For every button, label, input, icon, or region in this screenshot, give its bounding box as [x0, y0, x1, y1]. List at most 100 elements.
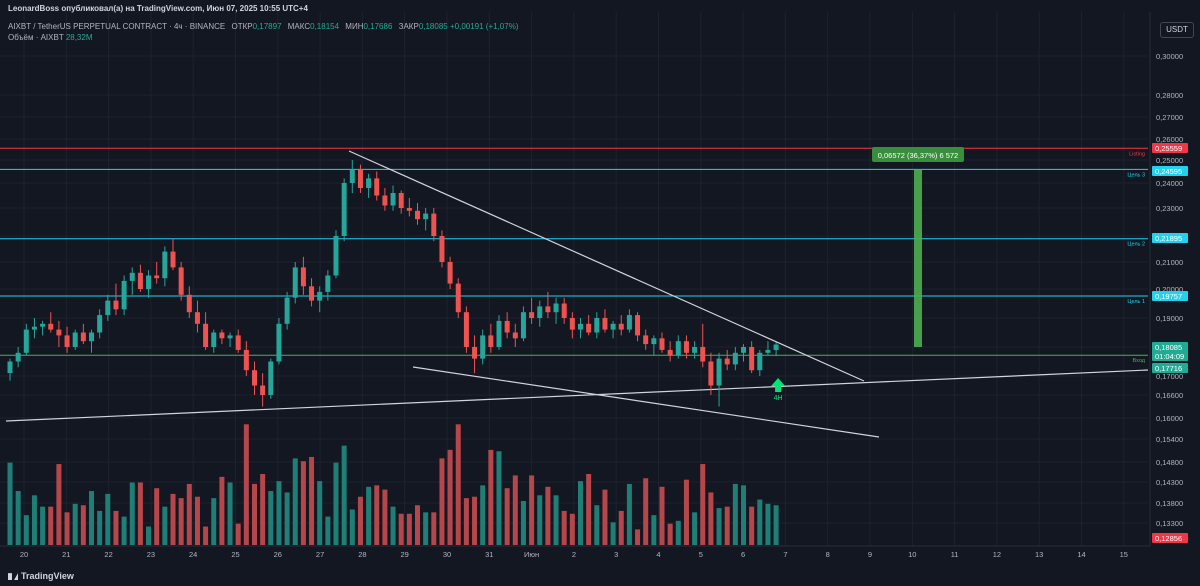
time-tick-label: 10: [908, 550, 916, 559]
volume-bar: [700, 464, 706, 545]
price-tick-label: 0,14300: [1156, 478, 1183, 487]
volume-label[interactable]: Объём · AIXBT: [8, 33, 64, 42]
volume-bar: [89, 491, 94, 545]
candle-body: [309, 286, 315, 301]
volume-bar: [626, 483, 632, 545]
candle-body: [260, 385, 266, 395]
volume-bar: [31, 495, 37, 545]
volume-bar: [40, 506, 46, 545]
candle-body: [553, 303, 559, 313]
volume-bar: [618, 510, 624, 545]
volume-bar: [382, 489, 388, 545]
price-chart[interactable]: Listing Цель 3 Цель 2 Цель 1 Вход 0,06572 (36…: [0, 0, 1200, 566]
time-tick-label: 25: [231, 550, 239, 559]
signal-label: 4H: [774, 395, 783, 402]
volume-bar: [643, 478, 649, 545]
price-tick-label: 0,24000: [1156, 179, 1183, 188]
time-tick-label: 2: [572, 550, 576, 559]
candle-body: [732, 352, 738, 365]
volume-bar: [545, 486, 551, 545]
candle-body: [154, 275, 160, 279]
candle-body: [618, 323, 624, 330]
candle-body: [431, 213, 437, 236]
volume-bar: [423, 512, 429, 545]
candle-body: [366, 178, 372, 188]
volume-bar: [23, 515, 29, 545]
trendline: [412, 366, 880, 438]
candle-body: [773, 344, 779, 350]
measure-bar: [914, 169, 922, 347]
symbol-legend: AIXBT / TetherUS PERPETUAL CONTRACT · 4ч…: [8, 22, 518, 31]
tradingview-logo[interactable]: TradingView: [8, 571, 74, 581]
volume-bar: [415, 505, 420, 545]
candle-body: [252, 370, 257, 386]
volume-bar: [48, 506, 54, 545]
volume-bar: [15, 491, 21, 545]
volume-bar: [708, 492, 714, 545]
trendline: [348, 150, 865, 382]
candle-body: [325, 275, 331, 292]
volume-bar: [243, 424, 249, 545]
candle-body: [683, 341, 689, 353]
symbol-name[interactable]: AIXBT / TetherUS PERPETUAL CONTRACT · 4ч…: [8, 22, 226, 31]
candle-body: [643, 335, 649, 345]
time-tick-label: 8: [826, 550, 830, 559]
price-tick-label: 0,28000: [1156, 91, 1183, 100]
candle-body: [284, 297, 290, 324]
volume-bar: [366, 486, 372, 545]
volume-bar: [170, 493, 176, 545]
volume-bar: [569, 513, 575, 545]
change-value: +0,00191 (+1,07%): [449, 22, 519, 31]
candle-body: [569, 318, 575, 330]
candle-body: [398, 193, 404, 208]
volume-bar: [7, 462, 13, 545]
candle-body: [455, 283, 461, 313]
candle-body: [439, 236, 445, 262]
volume-bar: [105, 493, 111, 545]
volume-bar: [227, 482, 233, 545]
candle-body: [504, 320, 510, 333]
volume-bar: [72, 503, 78, 545]
currency-button[interactable]: USDT: [1160, 22, 1194, 38]
candle-body: [390, 193, 396, 206]
volume-bar: [635, 529, 641, 545]
candle-body: [561, 303, 567, 318]
time-tick-label: 20: [20, 550, 28, 559]
candle-body: [211, 332, 217, 347]
volume-bar: [113, 510, 119, 545]
price-tick-label: 0,17000: [1156, 372, 1183, 381]
volume-bar: [235, 523, 241, 545]
up-arrow-icon: [771, 378, 786, 392]
volume-bar: [64, 512, 70, 545]
price-badge-label: 0,25559: [1155, 144, 1182, 153]
candle-body: [406, 208, 412, 211]
volume-bar: [129, 482, 135, 545]
time-tick-label: 29: [401, 550, 409, 559]
candle-body: [146, 275, 152, 289]
volume-bar: [146, 526, 152, 545]
volume-bar: [757, 499, 763, 545]
volume-bar: [561, 510, 567, 545]
candle-body: [105, 300, 111, 316]
price-axis: [1150, 12, 1200, 546]
time-tick-label: 3: [614, 550, 618, 559]
price-tick-label: 0,19000: [1156, 314, 1183, 323]
volume-bar: [341, 445, 347, 545]
price-tick-label: 0,21000: [1156, 258, 1183, 267]
time-tick-label: 7: [783, 550, 787, 559]
candle-body: [520, 312, 526, 339]
candle-body: [178, 267, 184, 295]
price-tick-label: 0,14800: [1156, 458, 1183, 467]
volume-bar: [211, 498, 217, 545]
volume-bar: [496, 451, 502, 545]
volume-bar: [602, 489, 608, 545]
candle-body: [423, 213, 429, 220]
candle-body: [31, 326, 37, 330]
time-tick-label: 28: [358, 550, 366, 559]
time-tick-label: 27: [316, 550, 324, 559]
price-badge: [1152, 233, 1188, 243]
volume-bar: [406, 513, 412, 545]
volume-bar: [154, 488, 160, 545]
volume-bar: [219, 476, 225, 545]
